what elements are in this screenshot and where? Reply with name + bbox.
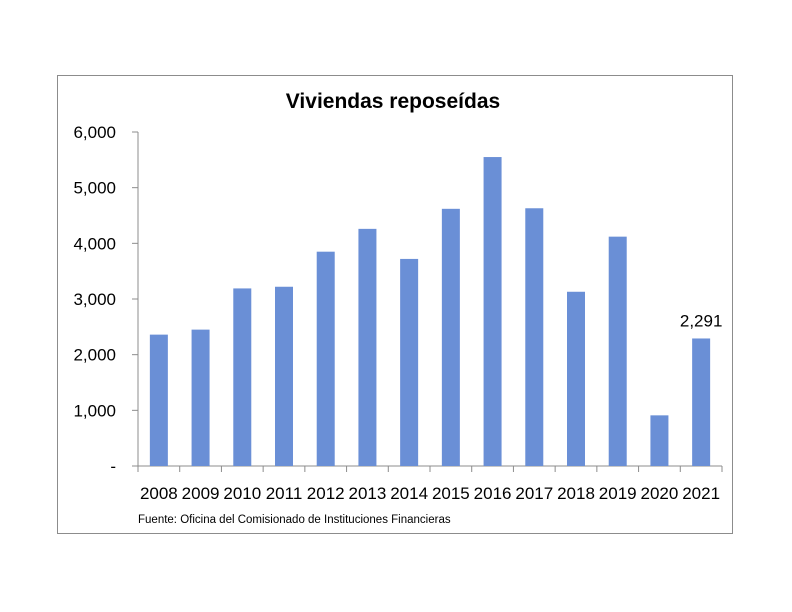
bar-2011	[275, 286, 293, 466]
y-tick-label: 5,000	[73, 179, 116, 198]
y-tick-label: 3,000	[73, 290, 116, 309]
bar-2014	[400, 258, 419, 466]
y-tick-label: -	[110, 457, 116, 476]
bar-2016	[483, 157, 502, 467]
bar-2020	[650, 415, 669, 466]
y-tick-label: 4,000	[73, 234, 116, 253]
x-tick-label: 2021	[682, 484, 720, 503]
data-label-2021: 2,291	[680, 311, 723, 330]
y-tick-label: 1,000	[73, 401, 116, 420]
bar-2015	[441, 208, 460, 466]
x-tick-label: 2008	[140, 484, 178, 503]
x-tick-label: 2015	[432, 484, 470, 503]
x-tick-label: 2019	[599, 484, 637, 503]
bar-2012	[316, 251, 335, 466]
x-tick-label: 2013	[349, 484, 387, 503]
chart-frame: Viviendas reposeídas - 1,000 2,000 3,000 4,00…	[57, 75, 733, 534]
x-tick-label: 2020	[641, 484, 679, 503]
y-tick-label: 6,000	[73, 123, 116, 142]
bar-2019	[608, 236, 627, 466]
x-tick-label: 2017	[515, 484, 553, 503]
bar-2021	[692, 338, 711, 466]
x-tick-label: 2012	[307, 484, 345, 503]
source-note: Fuente: Oficina del Comisionado de Insti…	[138, 514, 451, 526]
bar-2018	[567, 291, 585, 466]
y-tick-label: 2,000	[73, 346, 116, 365]
bar-chart: Viviendas reposeídas - 1,000 2,000 3,000 4,00…	[73, 90, 723, 526]
x-tick-label: 2011	[266, 484, 303, 503]
x-tick-label: 2009	[182, 484, 220, 503]
x-tick-label: 2018	[557, 484, 595, 503]
bar-2013	[358, 228, 377, 466]
bar-2009	[191, 329, 210, 466]
x-tick-label: 2014	[390, 484, 428, 503]
bar-2017	[525, 208, 544, 466]
x-tick-label: 2016	[474, 484, 512, 503]
bar-2008	[149, 334, 168, 466]
bar-2010	[233, 288, 252, 466]
chart-title: Viviendas reposeídas	[286, 90, 500, 113]
x-tick-label: 2010	[223, 484, 261, 503]
